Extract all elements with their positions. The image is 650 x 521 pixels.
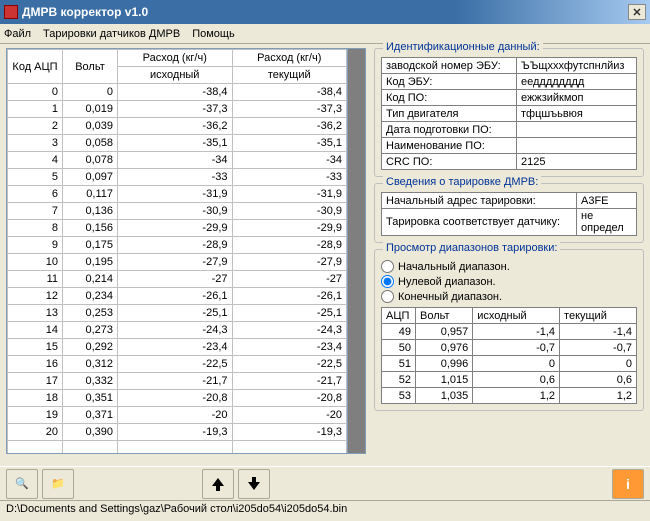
rcol-volt[interactable]: Вольт	[416, 308, 473, 324]
calinfo-group: Сведения о тарировке ДМРВ: Начальный адр…	[374, 183, 644, 243]
zoom-button[interactable]: 🔍	[6, 469, 38, 499]
info-button[interactable]: i	[612, 469, 644, 499]
ident-row: Наименование ПО:	[382, 138, 637, 154]
calinfo-table: Начальный адрес тарировки:A3FEТарировка …	[381, 192, 637, 236]
radio-start-row[interactable]: Начальный диапазон.	[381, 260, 637, 273]
table-row[interactable]: 80,156-29,9-29,9	[8, 220, 347, 237]
left-pane: Код АЦП Вольт Расход (кг/ч) Расход (кг/ч…	[6, 48, 368, 464]
up-button[interactable]	[202, 469, 234, 499]
table-row[interactable]: 70,136-30,9-30,9	[8, 203, 347, 220]
ident-row: Дата подготовки ПО:	[382, 122, 637, 138]
table-row[interactable]: 00-38,4-38,4	[8, 84, 347, 101]
range-row[interactable]: 490,957-1,4-1,4	[382, 324, 637, 340]
col-code[interactable]: Код АЦП	[8, 50, 63, 84]
rcol-cur[interactable]: текущий	[560, 308, 637, 324]
table-row[interactable]: 30,058-35,1-35,1	[8, 135, 347, 152]
ident-row: заводской номер ЭБУ:ЪЪщхххфутспнлйиз	[382, 58, 637, 74]
app-icon	[4, 5, 18, 19]
ranges-group: Просмотр диапазонов тарировки: Начальный…	[374, 249, 644, 411]
subcol-initial[interactable]: исходный	[118, 67, 233, 84]
open-button[interactable]: 📁	[42, 469, 74, 499]
table-row[interactable]: 210,410-18,5-18,5	[8, 441, 347, 455]
main-table-container: Код АЦП Вольт Расход (кг/ч) Расход (кг/ч…	[6, 48, 348, 454]
range-row[interactable]: 500,976-0,7-0,7	[382, 340, 637, 356]
title-bar: ДМРВ корректор v1.0 ✕	[0, 0, 650, 24]
ranges-table[interactable]: АЦП Вольт исходный текущий 490,957-1,4-1…	[381, 307, 637, 404]
rcol-init[interactable]: исходный	[473, 308, 560, 324]
menu-bar: Файл Тарировки датчиков ДМРВ Помощь	[0, 24, 650, 44]
radio-end-row[interactable]: Конечный диапазон.	[381, 290, 637, 303]
col-volt[interactable]: Вольт	[63, 50, 118, 84]
table-row[interactable]: 120,234-26,1-26,1	[8, 288, 347, 305]
calinfo-legend: Сведения о тарировке ДМРВ:	[383, 176, 541, 188]
magnify-icon: 🔍	[15, 477, 29, 490]
col-flow-initial[interactable]: Расход (кг/ч)	[118, 50, 233, 67]
radio-zero[interactable]	[381, 275, 394, 288]
menu-calibrations[interactable]: Тарировки датчиков ДМРВ	[43, 28, 180, 40]
range-row[interactable]: 510,99600	[382, 356, 637, 372]
radio-end-label: Конечный диапазон.	[398, 291, 502, 303]
table-row[interactable]: 40,078-34-34	[8, 152, 347, 169]
arrow-down-icon	[246, 476, 262, 492]
folder-icon: 📁	[51, 477, 65, 490]
subcol-current[interactable]: текущий	[232, 67, 347, 84]
range-row[interactable]: 531,0351,21,2	[382, 388, 637, 404]
window-title: ДМРВ корректор v1.0	[22, 5, 628, 19]
table-row[interactable]: 140,273-24,3-24,3	[8, 322, 347, 339]
calinfo-row: Начальный адрес тарировки:A3FE	[382, 193, 637, 209]
rcol-adc[interactable]: АЦП	[382, 308, 416, 324]
ident-row: Код ЭБУ:еедддддддд	[382, 74, 637, 90]
table-row[interactable]: 60,117-31,9-31,9	[8, 186, 347, 203]
status-bar: D:\Documents and Settings\gaz\Рабочий ст…	[0, 500, 650, 518]
table-row[interactable]: 150,292-23,4-23,4	[8, 339, 347, 356]
ranges-legend: Просмотр диапазонов тарировки:	[383, 242, 560, 254]
table-row[interactable]: 90,175-28,9-28,9	[8, 237, 347, 254]
col-flow-current[interactable]: Расход (кг/ч)	[232, 50, 347, 67]
menu-help[interactable]: Помощь	[192, 28, 235, 40]
table-row[interactable]: 180,351-20,8-20,8	[8, 390, 347, 407]
info-icon: i	[626, 476, 630, 492]
table-row[interactable]: 200,390-19,3-19,3	[8, 424, 347, 441]
table-row[interactable]: 110,214-27-27	[8, 271, 347, 288]
table-row[interactable]: 50,097-33-33	[8, 169, 347, 186]
ident-row: Тип двигателятфцшъьвюя	[382, 106, 637, 122]
menu-file[interactable]: Файл	[4, 28, 31, 40]
ident-group: Идентификационные данный: заводской номе…	[374, 48, 644, 177]
radio-zero-row[interactable]: Нулевой диапазон.	[381, 275, 637, 288]
right-pane: Идентификационные данный: заводской номе…	[368, 48, 644, 464]
toolbar: 🔍 📁 i	[0, 466, 650, 500]
table-row[interactable]: 100,195-27,9-27,9	[8, 254, 347, 271]
status-path: D:\Documents and Settings\gaz\Рабочий ст…	[6, 503, 347, 515]
table-row[interactable]: 170,332-21,7-21,7	[8, 373, 347, 390]
table-row[interactable]: 190,371-20-20	[8, 407, 347, 424]
main-table[interactable]: Код АЦП Вольт Расход (кг/ч) Расход (кг/ч…	[7, 49, 347, 454]
ident-row: Код ПО:ежжзийкмоп	[382, 90, 637, 106]
down-button[interactable]	[238, 469, 270, 499]
calinfo-row: Тарировка соответствует датчику:не опред…	[382, 209, 637, 236]
close-button[interactable]: ✕	[628, 4, 646, 20]
radio-zero-label: Нулевой диапазон.	[398, 276, 496, 288]
ident-table: заводской номер ЭБУ:ЪЪщхххфутспнлйизКод …	[381, 57, 637, 170]
radio-start-label: Начальный диапазон.	[398, 261, 510, 273]
range-row[interactable]: 521,0150,60,6	[382, 372, 637, 388]
table-row[interactable]: 130,253-25,1-25,1	[8, 305, 347, 322]
table-row[interactable]: 160,312-22,5-22,5	[8, 356, 347, 373]
table-row[interactable]: 20,039-36,2-36,2	[8, 118, 347, 135]
ident-row: CRC ПО:2125	[382, 154, 637, 170]
table-row[interactable]: 10,019-37,3-37,3	[8, 101, 347, 118]
scrollbar-area[interactable]	[348, 48, 366, 454]
arrow-up-icon	[210, 476, 226, 492]
radio-start[interactable]	[381, 260, 394, 273]
radio-end[interactable]	[381, 290, 394, 303]
ident-legend: Идентификационные данный:	[383, 41, 543, 53]
